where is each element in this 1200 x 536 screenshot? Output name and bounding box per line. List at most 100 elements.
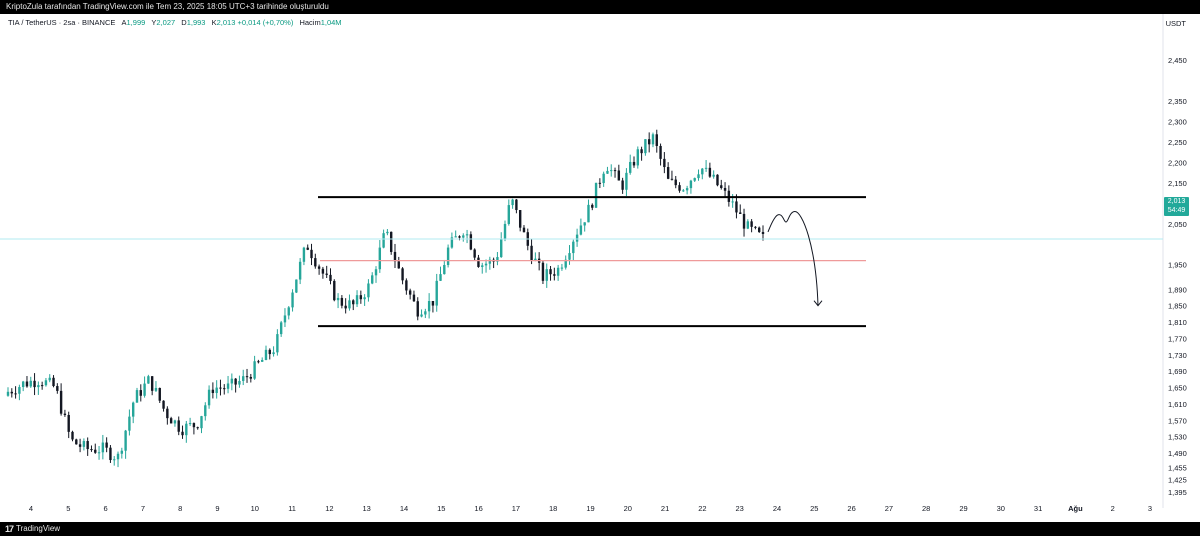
candle-down: [109, 447, 112, 461]
x-tick-label: 30: [997, 504, 1005, 513]
x-tick-label: 15: [437, 504, 445, 513]
candle-up: [439, 274, 442, 281]
x-tick-label: 25: [810, 504, 818, 513]
candle-down: [245, 376, 249, 378]
close-label: K: [211, 18, 217, 27]
candle-down: [678, 185, 681, 191]
open-label: A: [121, 18, 127, 27]
candle-up: [44, 380, 48, 386]
candle-up: [200, 416, 203, 429]
candle-down: [655, 134, 658, 146]
candle-up: [488, 259, 492, 264]
candle-down: [78, 444, 82, 447]
candle-up: [295, 279, 298, 293]
candle-up: [291, 292, 294, 308]
candle-up: [348, 300, 351, 309]
x-tick-label: 8: [178, 504, 182, 513]
candle-down: [408, 290, 412, 295]
candle-down: [177, 420, 180, 432]
x-tick-label: 29: [959, 504, 967, 513]
x-tick-label: 6: [104, 504, 108, 513]
candle-up: [446, 247, 450, 265]
candle-up: [560, 267, 564, 269]
candle-up: [101, 442, 105, 453]
candle-up: [154, 387, 158, 391]
price-chart[interactable]: 1,395 1,425 1,455 1,490 1,530 1,570 1,610 1,650…: [0, 14, 1200, 522]
high-label: Y: [151, 18, 157, 27]
candle-down: [549, 269, 552, 275]
candle-up: [226, 383, 230, 389]
y-tick-label: 2,300: [1168, 117, 1187, 126]
candle-up: [443, 264, 446, 275]
candle-down: [268, 349, 271, 355]
candle-up: [371, 275, 374, 284]
candle-down: [469, 234, 473, 250]
candle-up: [435, 280, 438, 306]
candle-up: [636, 149, 639, 166]
candle-countdown: 54:49: [1167, 207, 1186, 214]
symbol-name: TIA / TetherUS · 2sa · BINANCE: [8, 18, 116, 27]
candle-up: [185, 423, 188, 436]
x-tick-label: 13: [363, 504, 371, 513]
candle-down: [329, 274, 332, 281]
candle-down: [621, 180, 624, 190]
candle-down: [223, 388, 226, 390]
candle-up: [484, 263, 488, 266]
candle-down: [473, 249, 476, 258]
candle-down: [139, 390, 142, 396]
candle-up: [29, 380, 32, 387]
y-tick-label: 1,650: [1168, 384, 1187, 393]
arrow-down-icon: [813, 300, 823, 307]
candle-down: [598, 182, 602, 184]
x-tick-label: 22: [698, 504, 706, 513]
close-value: 2,013: [216, 18, 236, 27]
candle-up: [651, 134, 655, 145]
candle-down: [150, 376, 154, 391]
x-tick-label: 20: [624, 504, 632, 513]
candle-up: [173, 420, 177, 424]
candle-up: [511, 199, 514, 206]
candle-up: [116, 453, 120, 460]
candle-down: [181, 431, 184, 436]
candle-up: [503, 223, 507, 240]
candle-down: [632, 161, 636, 166]
y-tick-label: 1,850: [1168, 302, 1187, 311]
candle-down: [412, 294, 416, 302]
candle-up: [382, 233, 385, 248]
symbol-legend[interactable]: TIA / TetherUS · 2sa · BINANCE A1,999 Y2…: [8, 18, 342, 27]
candle-up: [215, 387, 218, 394]
candle-up: [135, 390, 139, 403]
candle-down: [613, 170, 617, 172]
chart-caption: KriptoZula tarafından TradingView.com il…: [6, 2, 329, 11]
candle-down: [522, 227, 526, 233]
candle-down: [553, 274, 556, 276]
candle-up: [507, 205, 511, 224]
candle-up: [496, 257, 499, 262]
candle-up: [454, 236, 457, 238]
candle-down: [56, 386, 59, 391]
candle-down: [663, 158, 666, 168]
candle-up: [693, 178, 696, 181]
tradingview-mark-icon: 17: [5, 524, 14, 534]
candle-up: [682, 190, 685, 192]
y-tick-label: 1,610: [1168, 400, 1187, 409]
footer-bar: 17 TradingView: [0, 522, 1200, 536]
candle-down: [314, 258, 317, 267]
x-tick-label: 3: [1148, 504, 1152, 513]
candle-up: [481, 265, 484, 267]
x-tick-label: 26: [847, 504, 855, 513]
candle-up: [579, 225, 583, 235]
candle-up: [272, 352, 275, 355]
volume-label: Hacim: [299, 18, 321, 27]
candle-down: [63, 413, 67, 415]
candle-up: [450, 237, 454, 248]
tradingview-logo[interactable]: 17 TradingView: [5, 522, 60, 536]
candle-up: [302, 247, 306, 262]
candle-up: [427, 301, 431, 312]
candle-down: [735, 201, 738, 213]
candle-down: [720, 185, 723, 188]
candle-down: [739, 212, 742, 214]
candle-down: [340, 297, 344, 306]
currency-unit: USDT: [1165, 19, 1186, 28]
